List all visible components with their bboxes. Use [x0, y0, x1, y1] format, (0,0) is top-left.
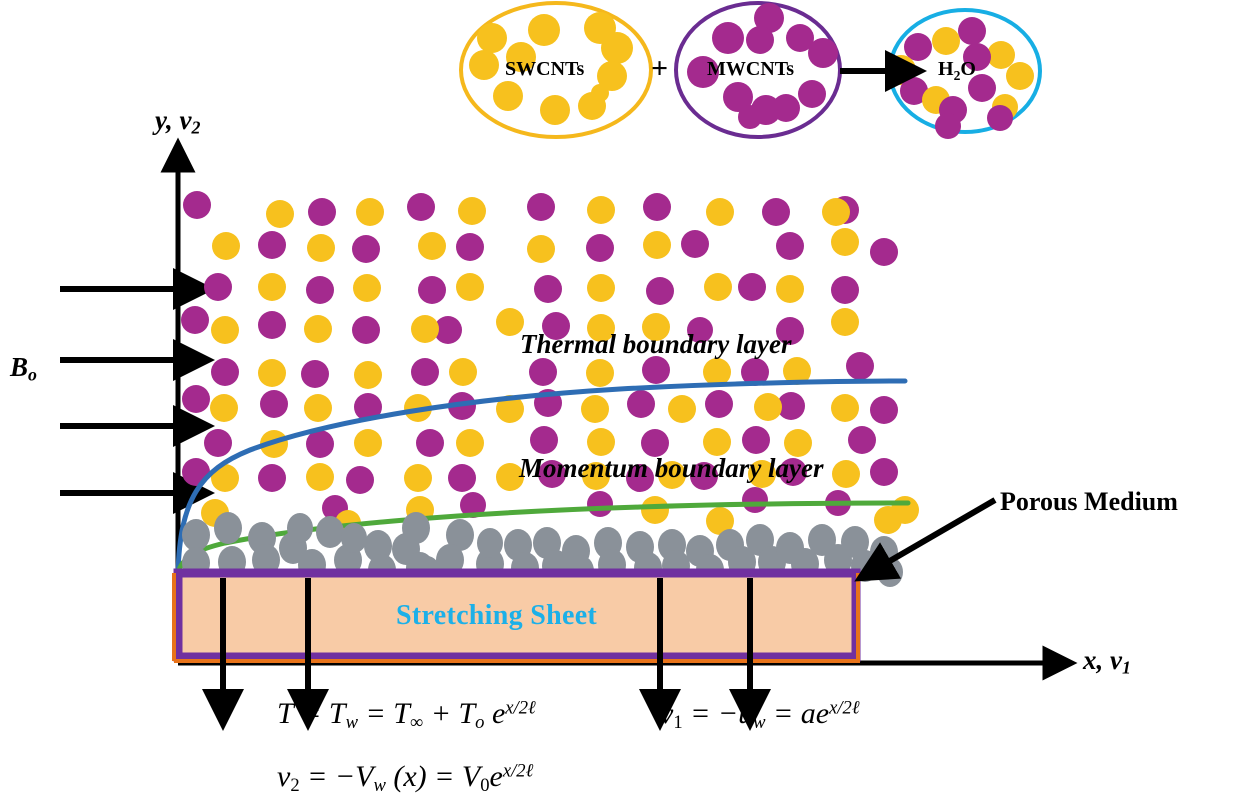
- porous-medium-label: Porous Medium: [1000, 487, 1178, 516]
- magnetic-field-arrows: [60, 268, 215, 514]
- x-axis-label: x, v1: [1083, 645, 1131, 679]
- momentum-boundary-label: Momentum boundary layer: [519, 453, 824, 483]
- x-axis-label-x: x: [1083, 645, 1097, 675]
- water-label-h: H: [938, 58, 954, 80]
- y-axis-label-sub: 2: [191, 117, 201, 138]
- equation-velocity-u: v1 = −uw = aex/2ℓ: [660, 697, 860, 734]
- suction-arrows: [202, 578, 771, 731]
- stretching-sheet: [172, 568, 861, 663]
- porous-pointer-arrow: [854, 497, 997, 582]
- water-circle: [886, 8, 1042, 139]
- mwcnt-label: MWCNTs: [707, 58, 795, 80]
- y-axis-label-y: y: [155, 105, 166, 135]
- y-axis-label: y, v2: [155, 105, 200, 139]
- x-axis-label-sub: 1: [1121, 657, 1131, 678]
- water-label: H2O: [938, 58, 976, 84]
- y-axis-label-rest: , v: [165, 105, 192, 135]
- x-axis-label-rest: , v: [1096, 645, 1122, 675]
- swcnt-circle: [459, 1, 653, 139]
- thermal-boundary-curve: [175, 378, 908, 576]
- water-label-o: O: [960, 58, 976, 80]
- plus-sign: +: [651, 52, 669, 85]
- nanoparticle-field: [181, 191, 919, 536]
- equation-temperature: T = Tw = T∞ + To ex/2ℓ: [277, 697, 536, 734]
- thermal-boundary-label: Thermal boundary layer: [520, 329, 792, 359]
- stretching-sheet-label: Stretching Sheet: [396, 600, 598, 631]
- magnetic-field-label-sub: o: [28, 364, 37, 385]
- momentum-boundary-curve: [175, 500, 911, 576]
- equation-velocity-v: v2 = −Vw (x) = V0ex/2ℓ: [277, 760, 534, 797]
- magnetic-field-label: Bo: [10, 352, 37, 386]
- swcnt-label: SWCNTs: [505, 58, 585, 80]
- magnetic-field-label-b: B: [10, 352, 29, 382]
- water-label-2: 2: [953, 68, 961, 83]
- mwcnt-circle: [674, 1, 842, 139]
